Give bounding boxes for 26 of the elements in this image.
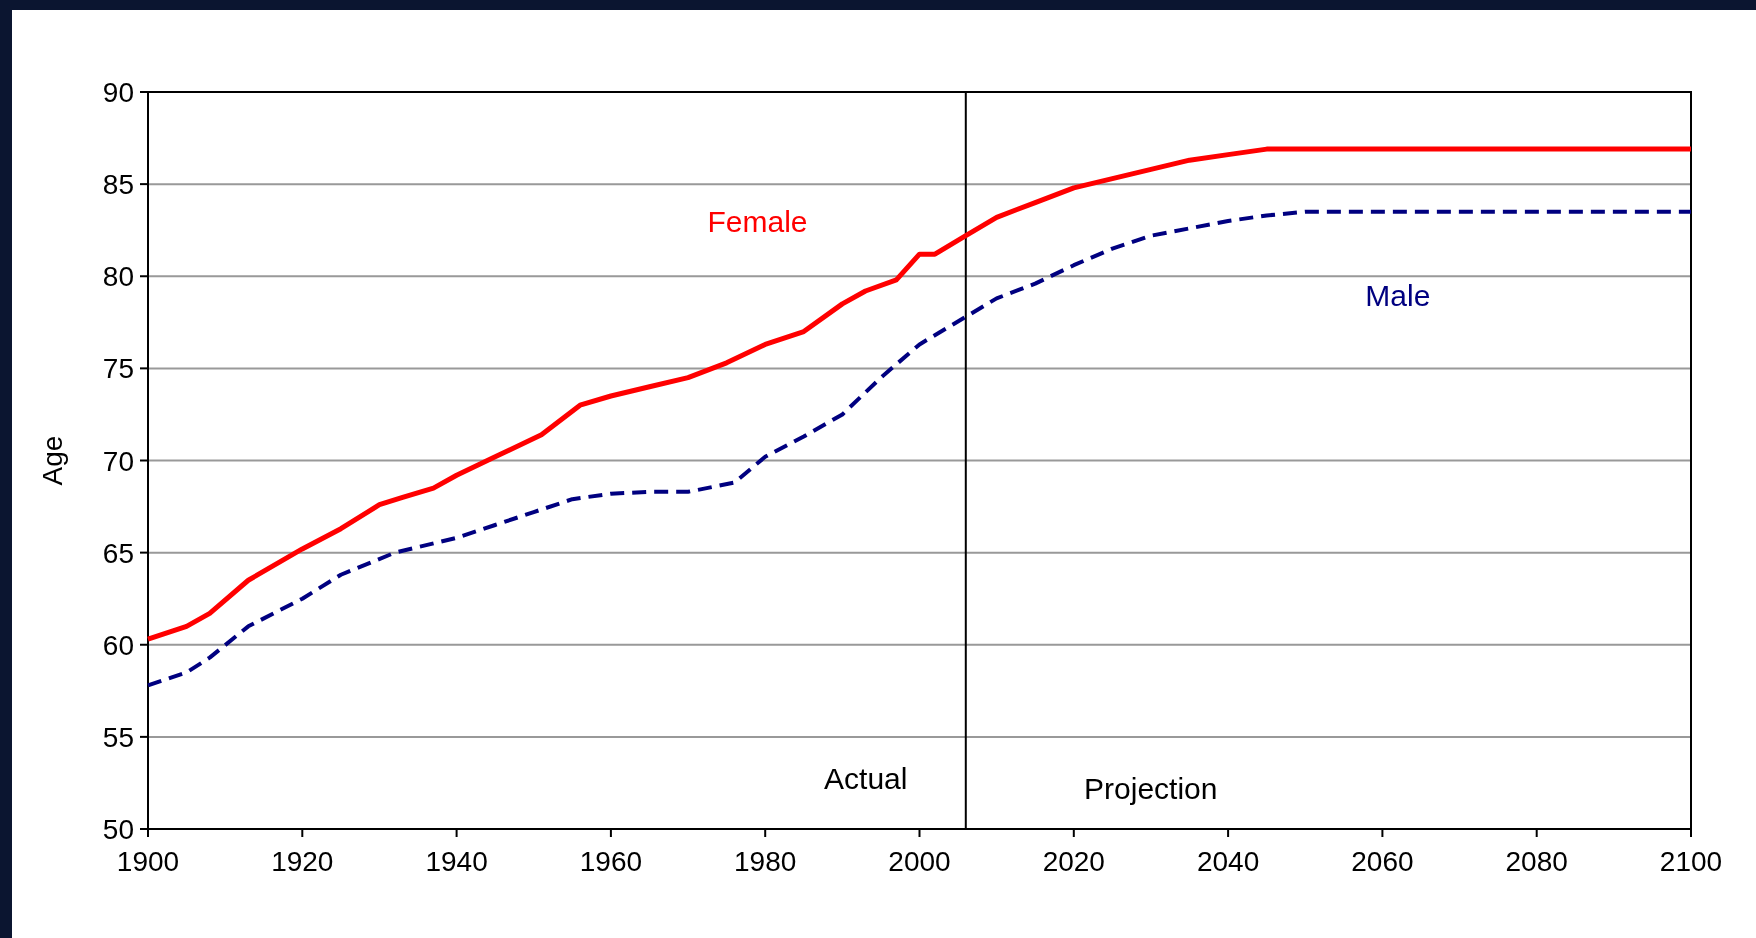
y-tick-label: 65 (102, 537, 134, 569)
x-tick-label: 2060 (1351, 846, 1414, 877)
annotation: Projection (1084, 772, 1218, 805)
y-tick-label: 50 (102, 814, 134, 845)
y-tick-label: 70 (102, 445, 134, 477)
y-tick-label: 55 (102, 721, 134, 753)
x-tick-label: 2040 (1196, 846, 1260, 877)
x-tick-label: 2080 (1505, 846, 1568, 877)
x-tick-label: 1900 (116, 846, 180, 877)
line-series (146, 209, 1693, 688)
text: Male (1365, 278, 1431, 312)
x-tick-label: 1920 (271, 846, 334, 877)
annotation: Actual (824, 762, 908, 795)
text: Female (707, 205, 808, 239)
y-tick-label: 60 (102, 629, 134, 661)
y-tick-label: 85 (102, 169, 134, 201)
y-tick-label: 90 (102, 77, 134, 108)
x-tick-label: 2000 (888, 846, 951, 877)
y-axis-title: Age (37, 435, 68, 486)
x-tick-label: 1980 (734, 846, 797, 877)
x-tick-label: 1960 (579, 846, 643, 877)
x-tick-label: 1940 (425, 846, 488, 877)
y-tick-label: 80 (102, 261, 134, 293)
x-tick-label: 2020 (1042, 846, 1105, 877)
x-tick-label: 2100 (1659, 846, 1723, 877)
y-tick-label: 75 (102, 353, 134, 385)
